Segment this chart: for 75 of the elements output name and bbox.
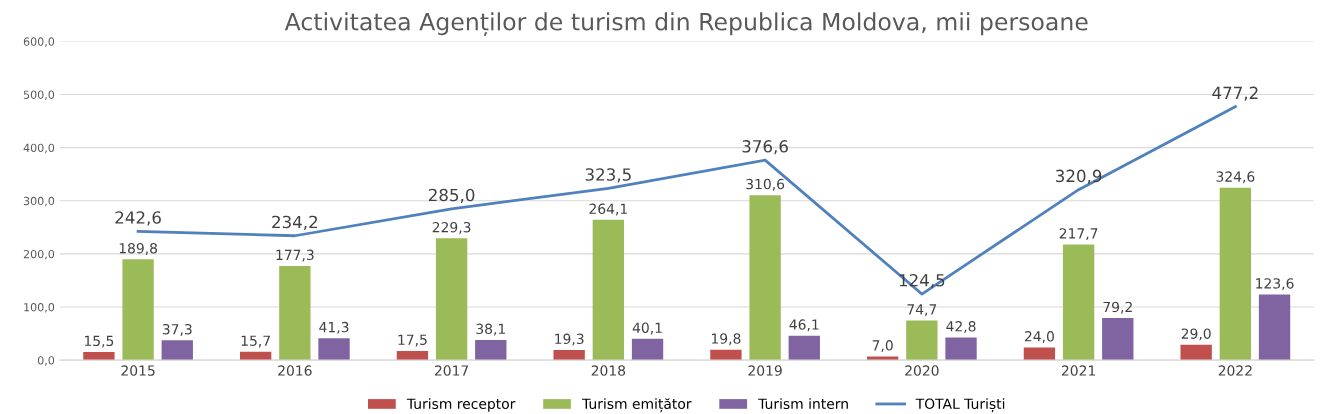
- data-label: 123,6: [1256, 278, 1294, 291]
- data-label: 46,1: [789, 319, 819, 332]
- legend-label: TOTAL Turiști: [915, 398, 1005, 413]
- x-tick-label: 2016: [278, 365, 312, 376]
- bar: [1258, 294, 1291, 361]
- data-label: 17,5: [398, 334, 427, 347]
- data-label: 15,5: [84, 335, 114, 348]
- y-tick-label: 200,0: [23, 249, 55, 260]
- data-label: 477,2: [1212, 86, 1258, 101]
- legend-label: Turism emițător: [582, 398, 692, 413]
- bar: [161, 340, 193, 361]
- bar: [396, 350, 429, 361]
- bar: [906, 320, 938, 361]
- data-label: 29,0: [1181, 328, 1211, 341]
- bar: [435, 238, 468, 361]
- x-tick-label: 2021: [1061, 365, 1095, 376]
- bar: [749, 195, 781, 361]
- y-tick-label: 100,0: [24, 303, 55, 313]
- bar: [710, 349, 742, 361]
- bar: [279, 265, 311, 361]
- bar: [122, 259, 154, 361]
- data-label: 37,3: [162, 323, 192, 336]
- legend-label: Turism receptor: [406, 398, 516, 412]
- legend-label: Turism intern: [758, 398, 848, 410]
- x-tick-label: 2015: [121, 365, 155, 376]
- bar: [788, 335, 820, 361]
- bar: [553, 349, 585, 361]
- data-label: 242,6: [115, 211, 161, 226]
- data-label: 19,3: [555, 333, 584, 346]
- data-label: 189,8: [119, 242, 158, 255]
- x-tick-label: 2017: [434, 365, 469, 376]
- bar: [239, 351, 272, 361]
- data-label: 264,1: [589, 203, 627, 216]
- data-label: 42,8: [946, 321, 976, 333]
- bar: [866, 356, 899, 361]
- data-label: 376,6: [742, 140, 788, 155]
- data-label: 324,6: [1216, 171, 1255, 184]
- bar: [1219, 187, 1252, 361]
- x-tick-label: 2019: [748, 365, 782, 376]
- data-label: 74,7: [907, 304, 937, 317]
- data-label: 285,0: [428, 188, 475, 203]
- x-tick-label: 2022: [1218, 365, 1252, 376]
- y-tick-label: 0,0: [37, 356, 55, 366]
- data-label: 177,3: [276, 249, 314, 262]
- data-label: 310,6: [746, 178, 785, 191]
- data-label: 7,0: [872, 340, 893, 352]
- data-label: 323,5: [585, 168, 631, 183]
- data-label: 217,7: [1059, 228, 1098, 241]
- data-label: 38,1: [476, 323, 505, 336]
- bar: [1062, 244, 1095, 361]
- data-label: 15,7: [241, 335, 270, 348]
- chart-title: Activitatea Agenților de turism din Republica Moldova, mii persoane: [284, 12, 1088, 36]
- data-label: 79,2: [1103, 301, 1132, 314]
- data-label: 19,8: [711, 333, 741, 346]
- bar: [475, 339, 507, 361]
- data-label: 234,2: [272, 215, 318, 230]
- bar: [83, 351, 115, 361]
- data-label: 320,9: [1056, 169, 1102, 184]
- data-label: 40,1: [632, 322, 662, 335]
- data-label: 24,0: [1024, 331, 1054, 343]
- bar: [1102, 318, 1134, 361]
- y-tick-label: 400,0: [23, 143, 55, 154]
- bar: [1180, 344, 1212, 361]
- bar: [631, 338, 664, 361]
- x-tick-label: 2020: [905, 365, 939, 376]
- bar: [592, 219, 625, 361]
- bar: [945, 337, 977, 361]
- data-label: 229,3: [432, 221, 471, 234]
- y-tick-label: 300,0: [23, 196, 55, 207]
- y-tick-label: 500,0: [23, 90, 55, 101]
- y-tick-label: 600,0: [23, 37, 55, 47]
- x-tick-label: 2018: [591, 365, 626, 376]
- data-label: 41,3: [319, 321, 349, 334]
- bar: [318, 338, 350, 361]
- bar: [1023, 347, 1056, 361]
